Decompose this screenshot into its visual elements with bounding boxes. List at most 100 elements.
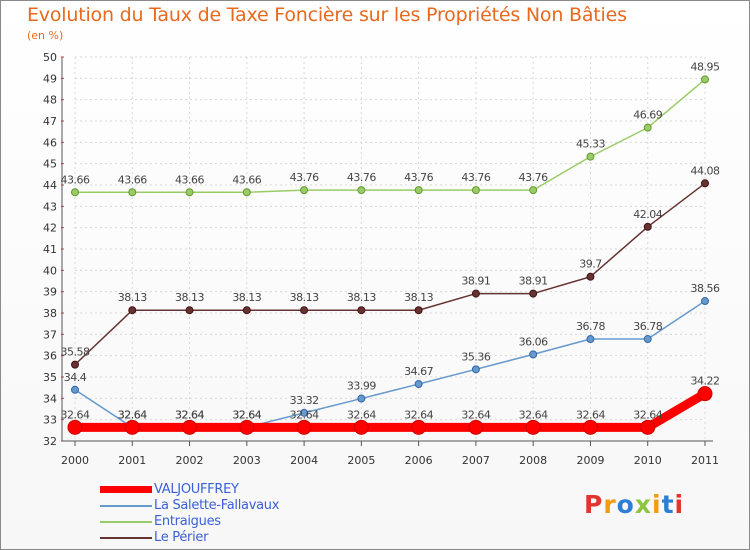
data-label: 43.66 xyxy=(61,173,90,186)
y-tick-label: 49 xyxy=(43,72,57,85)
data-label: 32.64 xyxy=(633,408,662,421)
x-tick-label: 2003 xyxy=(233,454,261,467)
data-label: 38.91 xyxy=(461,275,490,288)
y-tick-label: 32 xyxy=(43,435,57,448)
data-label: 38.13 xyxy=(175,291,204,304)
data-label: 32.64 xyxy=(175,408,204,421)
y-tick-label: 40 xyxy=(43,264,57,277)
logo-letter: x xyxy=(634,490,652,519)
data-point-3 xyxy=(185,306,194,315)
data-point-2 xyxy=(529,186,538,195)
data-point-2 xyxy=(71,188,79,197)
y-tick-label: 38 xyxy=(43,307,57,320)
x-tick-label: 2001 xyxy=(118,454,146,467)
y-tick-label: 43 xyxy=(43,200,57,213)
data-label: 43.76 xyxy=(404,171,433,184)
series-line-3 xyxy=(74,182,706,366)
data-label: 38.13 xyxy=(290,291,319,304)
data-label: 36.06 xyxy=(519,335,548,348)
data-point-1 xyxy=(643,335,652,344)
data-label: 32.64 xyxy=(118,408,147,421)
data-label: 32.64 xyxy=(175,408,204,421)
data-point-0 xyxy=(411,419,427,435)
data-label: 42.04 xyxy=(633,208,662,221)
legend-swatch xyxy=(100,486,152,493)
data-point-2 xyxy=(471,186,480,195)
data-point-0 xyxy=(353,419,369,435)
data-label: 38.13 xyxy=(347,291,376,304)
logo-letter: i xyxy=(674,490,685,519)
data-point-2 xyxy=(300,186,309,195)
x-tick-label: 2010 xyxy=(634,454,662,467)
legend-label: La Salette-Fallavaux xyxy=(154,498,280,513)
logo-letter: P xyxy=(584,490,604,519)
data-label: 38.56 xyxy=(691,282,720,295)
data-label: 33.99 xyxy=(347,380,376,393)
data-label: 44.08 xyxy=(691,164,720,177)
y-tick-label: 41 xyxy=(43,243,57,256)
logo-letter: t xyxy=(661,490,675,519)
proxiti-logo: Proxiti xyxy=(584,490,684,519)
data-label: 32.64 xyxy=(118,408,147,421)
data-label: 48.95 xyxy=(691,60,720,73)
data-label: 38.13 xyxy=(404,291,433,304)
data-point-3 xyxy=(643,222,652,231)
data-label: 33.32 xyxy=(290,394,319,407)
data-label: 38.91 xyxy=(519,275,548,288)
chart-unit: (en %) xyxy=(27,29,64,42)
data-point-0 xyxy=(296,419,312,435)
data-point-1 xyxy=(529,350,538,359)
x-tick-label: 2002 xyxy=(176,454,204,467)
legend-swatch xyxy=(100,505,152,507)
data-point-1 xyxy=(300,408,309,417)
data-point-0 xyxy=(525,419,541,435)
legend-label: VALJOUFFREY xyxy=(154,482,239,497)
y-tick-label: 42 xyxy=(43,222,57,235)
data-label: 35.58 xyxy=(61,346,90,359)
data-label: 43.76 xyxy=(461,171,490,184)
series-line-2 xyxy=(74,78,706,194)
data-label: 36.78 xyxy=(576,320,605,333)
legend-label: Entraigues xyxy=(154,514,221,529)
x-tick-label: 2004 xyxy=(290,454,318,467)
data-label: 46.69 xyxy=(633,109,662,122)
data-point-2 xyxy=(586,152,595,161)
data-label: 32.64 xyxy=(576,408,605,421)
data-label: 45.33 xyxy=(576,138,605,151)
data-point-3 xyxy=(128,306,137,315)
data-label: 32.64 xyxy=(461,408,490,421)
data-point-2 xyxy=(128,188,137,197)
data-point-0 xyxy=(239,419,255,435)
data-point-3 xyxy=(529,289,538,298)
data-point-3 xyxy=(300,306,309,315)
data-point-2 xyxy=(357,186,366,195)
data-point-2 xyxy=(414,186,423,195)
data-point-3 xyxy=(357,306,366,315)
y-tick-label: 48 xyxy=(43,94,57,107)
y-tick-label: 33 xyxy=(43,414,57,427)
data-point-1 xyxy=(471,365,480,374)
data-point-2 xyxy=(185,188,194,197)
data-label: 34.4 xyxy=(64,371,87,384)
data-label: 43.66 xyxy=(118,173,147,186)
y-tick-label: 37 xyxy=(43,328,57,341)
x-tick-label: 2011 xyxy=(691,454,719,467)
legend-label: Le Périer xyxy=(154,530,209,545)
data-point-1 xyxy=(71,385,79,394)
y-tick-label: 39 xyxy=(43,286,57,299)
data-label: 35.36 xyxy=(461,350,490,363)
data-point-0 xyxy=(124,419,140,435)
data-label: 43.76 xyxy=(519,171,548,184)
x-tick-label: 2006 xyxy=(405,454,433,467)
data-label: 32.64 xyxy=(61,408,90,421)
y-tick-label: 44 xyxy=(43,179,57,192)
series-line-1 xyxy=(74,300,706,429)
x-tick-label: 2000 xyxy=(61,454,89,467)
data-label: 43.66 xyxy=(175,173,204,186)
data-label: 43.66 xyxy=(232,173,261,186)
y-tick-label: 50 xyxy=(43,51,57,64)
data-label: 36.78 xyxy=(633,320,662,333)
x-tick-label: 2005 xyxy=(347,454,375,467)
